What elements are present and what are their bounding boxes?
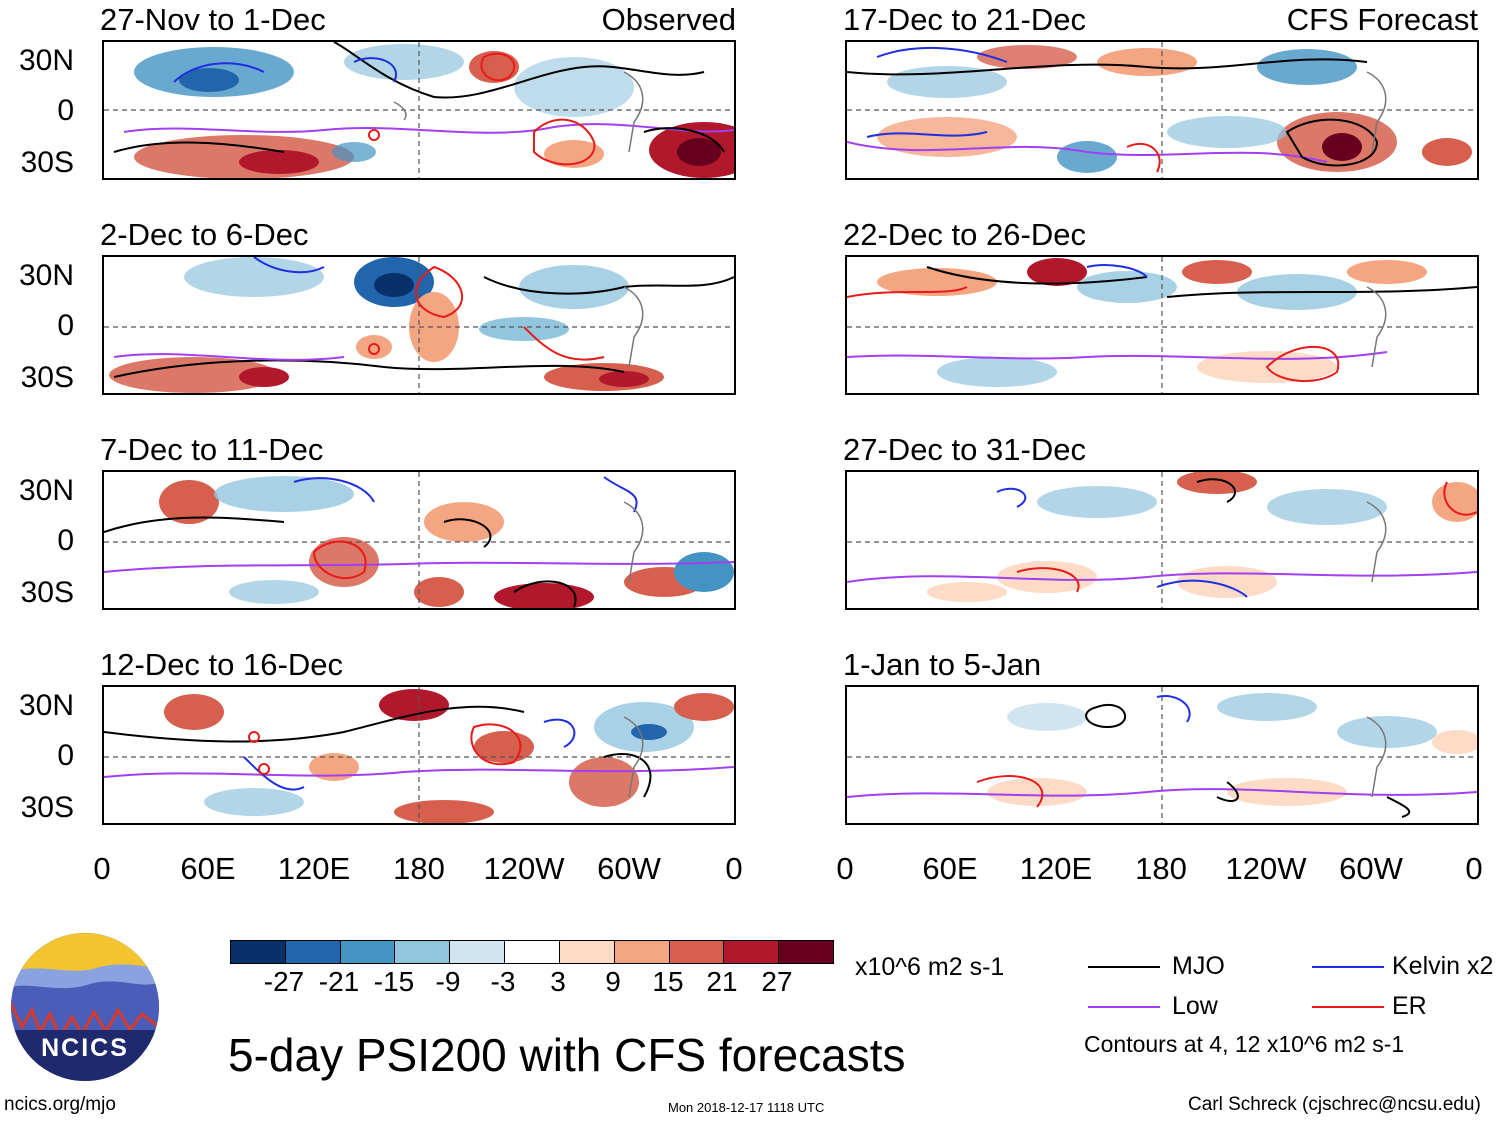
lon-label: 120E bbox=[1019, 851, 1093, 886]
lon-label: 60W bbox=[597, 851, 661, 886]
lat-label: 30N bbox=[18, 689, 74, 722]
timestamp: Mon 2018-12-17 1118 UTC bbox=[668, 1100, 825, 1115]
panel-label: CFS Forecast bbox=[1286, 2, 1478, 37]
legend-contours-note: Contours at 4, 12 x10^6 m2 s-1 bbox=[1084, 1031, 1405, 1057]
map-observed-2 bbox=[102, 255, 736, 395]
lat-label: 0 bbox=[57, 524, 74, 557]
lat-label: 30N bbox=[18, 259, 74, 292]
colorbar-tick: -21 bbox=[318, 966, 360, 997]
colorbar-swatch bbox=[724, 941, 780, 963]
legend-line-low bbox=[1088, 1006, 1160, 1008]
ncics-logo: NCICS bbox=[10, 932, 160, 1082]
lon-label: 0 bbox=[836, 851, 854, 886]
panel-title: 27-Nov to 1-Dec bbox=[100, 2, 326, 37]
lat-label: 30S bbox=[20, 146, 74, 179]
legend-label-mjo: MJO bbox=[1172, 952, 1225, 980]
colorbar-swatch bbox=[285, 941, 341, 963]
panel-title: 12-Dec to 16-Dec bbox=[100, 647, 343, 682]
lat-label: 0 bbox=[57, 309, 74, 342]
lon-label: 60W bbox=[1339, 851, 1403, 886]
lon-label: 120W bbox=[1225, 851, 1307, 886]
lat-label: 30N bbox=[18, 44, 74, 77]
colorbar-swatch bbox=[779, 941, 833, 963]
colorbar-tick: -9 bbox=[435, 966, 461, 997]
map-forecast-1 bbox=[845, 40, 1479, 180]
colorbar-units: x10^6 m2 s-1 bbox=[855, 953, 1005, 981]
lon-label: 120E bbox=[277, 851, 351, 886]
colorbar-swatch bbox=[450, 941, 506, 963]
legend-line-er bbox=[1312, 1006, 1384, 1008]
main-title: 5-day PSI200 with CFS forecasts bbox=[228, 1029, 906, 1081]
logo-text: NCICS bbox=[41, 1034, 129, 1062]
map-observed-1 bbox=[102, 40, 736, 180]
lat-label: 0 bbox=[57, 739, 74, 772]
lon-label: 120W bbox=[483, 851, 565, 886]
lon-label: 0 bbox=[725, 851, 743, 886]
colorbar-tick: -3 bbox=[490, 966, 516, 997]
colorbar-swatch bbox=[231, 941, 286, 963]
panel-title: 7-Dec to 11-Dec bbox=[100, 432, 324, 467]
lon-label: 60E bbox=[922, 851, 978, 886]
legend-line-mjo bbox=[1088, 966, 1160, 968]
legend-line-kelvin bbox=[1312, 966, 1384, 968]
colorbar-tick: 15 bbox=[652, 966, 684, 997]
lon-label: 180 bbox=[393, 851, 445, 886]
lat-label: 30S bbox=[20, 791, 74, 824]
legend-label-kelvin: Kelvin x2 bbox=[1392, 952, 1494, 980]
colorbar-tick: 3 bbox=[550, 966, 566, 997]
colorbar-swatch bbox=[395, 941, 451, 963]
panel-title: 27-Dec to 31-Dec bbox=[843, 432, 1086, 467]
panel-title: 17-Dec to 21-Dec bbox=[843, 2, 1086, 37]
legend-label-er: ER bbox=[1392, 992, 1427, 1020]
map-forecast-4 bbox=[845, 685, 1479, 825]
colorbar-swatch bbox=[614, 941, 670, 963]
map-forecast-3 bbox=[845, 470, 1479, 610]
map-forecast-2 bbox=[845, 255, 1479, 395]
colorbar-tick: -27 bbox=[263, 966, 305, 997]
lat-label: 30S bbox=[20, 576, 74, 609]
lat-label: 30S bbox=[20, 361, 74, 394]
colorbar-tick: 27 bbox=[761, 966, 793, 997]
colorbar-swatch bbox=[340, 941, 396, 963]
panel-title: 22-Dec to 26-Dec bbox=[843, 217, 1086, 252]
lat-label: 30N bbox=[18, 474, 74, 507]
lon-label: 0 bbox=[93, 851, 111, 886]
map-observed-4 bbox=[102, 685, 736, 825]
colorbar-swatch bbox=[505, 941, 560, 963]
panel-title: 1-Jan to 5-Jan bbox=[843, 647, 1042, 682]
panel-label: Observed bbox=[601, 2, 736, 37]
website-link[interactable]: ncics.org/mjo bbox=[4, 1094, 116, 1115]
colorbar-tick: 21 bbox=[706, 966, 738, 997]
lon-label: 0 bbox=[1465, 851, 1483, 886]
lon-label: 180 bbox=[1135, 851, 1187, 886]
colorbar-swatch bbox=[559, 941, 615, 963]
map-observed-3 bbox=[102, 470, 736, 610]
colorbar-swatches bbox=[230, 940, 834, 964]
colorbar-tick: 9 bbox=[605, 966, 621, 997]
panel-title: 2-Dec to 6-Dec bbox=[100, 217, 309, 252]
legend-label-low: Low bbox=[1172, 992, 1218, 1020]
author-credit: Carl Schreck (cjschrec@ncsu.edu) bbox=[1188, 1094, 1481, 1115]
colorbar-swatch bbox=[669, 941, 725, 963]
colorbar-tick: -15 bbox=[373, 966, 415, 997]
lon-label: 60E bbox=[180, 851, 236, 886]
lat-label: 0 bbox=[57, 94, 74, 127]
